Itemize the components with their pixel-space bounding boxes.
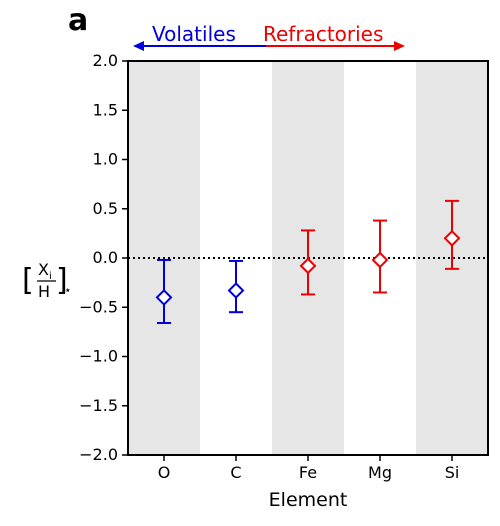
volatiles-arrow-head: [133, 41, 144, 51]
refractories-arrow-head: [394, 41, 405, 51]
x-tick-label: O: [158, 463, 171, 482]
data-marks: [155, 199, 461, 325]
x-tick-label: Mg: [368, 463, 392, 482]
marker-mg: [371, 251, 389, 269]
y-title-close-bracket: ]: [56, 263, 68, 298]
y-tick-label: 1.0: [93, 150, 118, 169]
y-tick-label: −1.0: [79, 347, 118, 366]
y-tick-label: 0.5: [93, 199, 118, 218]
y-title-open-bracket: [: [22, 263, 34, 298]
volatiles-label: Volatiles: [152, 22, 236, 46]
y-axis-ticks: 2.0 1.5 1.0 0.5 0.0 −0.5 −1.0 −1.5 −2.0: [79, 51, 128, 464]
y-tick-label: −2.0: [79, 445, 118, 464]
refractories-label: Refractories: [263, 22, 383, 46]
x-axis-title: Element: [269, 489, 348, 511]
y-tick-label: 1.5: [93, 100, 118, 119]
marker-si: [443, 229, 461, 247]
x-tick-label: Fe: [299, 463, 317, 482]
x-axis-ticks: O C Fe Mg Si: [158, 455, 460, 482]
marker-c: [227, 282, 245, 299]
group-annotations: Volatiles Refractories: [133, 22, 405, 51]
panel-label: a: [68, 3, 88, 38]
marker-o: [155, 288, 173, 306]
y-title-subscript: i: [49, 271, 52, 282]
y-axis-title: [ X i H ] ⋆: [22, 260, 72, 301]
x-tick-label: C: [230, 463, 241, 482]
y-tick-label: 0.0: [93, 248, 118, 267]
x-tick-label: Si: [445, 463, 460, 482]
y-title-numerator: X: [38, 260, 49, 279]
y-tick-label: −1.5: [79, 396, 118, 415]
marker-fe: [299, 257, 317, 275]
y-tick-label: −0.5: [79, 297, 118, 316]
y-tick-label: 2.0: [93, 51, 118, 70]
y-title-denominator: H: [38, 282, 50, 301]
y-title-star: ⋆: [64, 283, 72, 297]
